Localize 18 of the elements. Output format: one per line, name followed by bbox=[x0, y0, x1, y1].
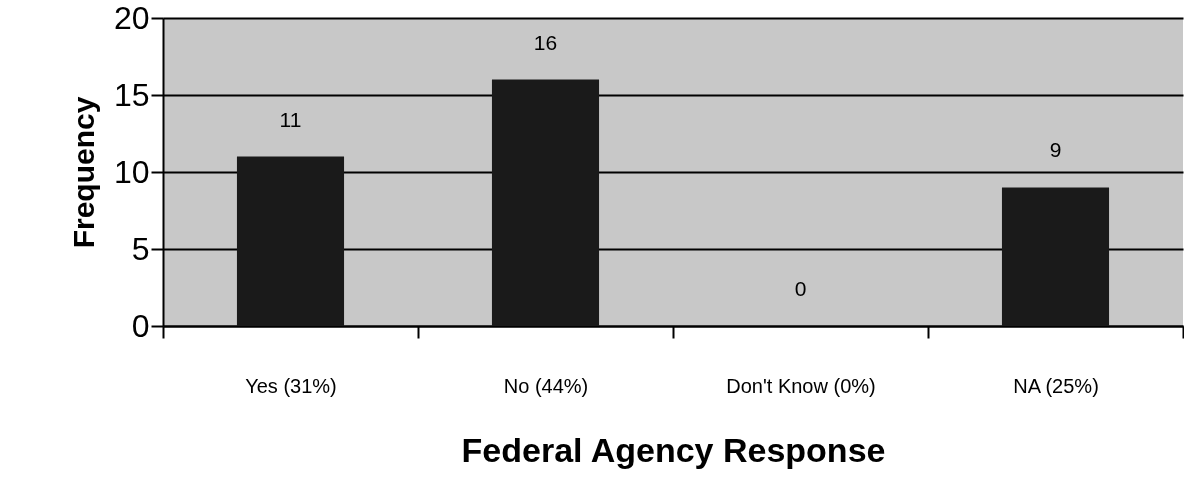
x-tick-label: Yes (31%) bbox=[245, 374, 337, 397]
bar bbox=[236, 156, 345, 326]
data-label: 11 bbox=[279, 107, 302, 131]
y-tick-label: 15 bbox=[113, 76, 150, 113]
y-tick-label: 5 bbox=[131, 230, 150, 267]
y-tick-label: 0 bbox=[131, 307, 150, 344]
x-tick-label: NA (25%) bbox=[1013, 374, 1099, 397]
x-axis-title: Federal Agency Response bbox=[461, 430, 886, 469]
y-tick-label: 20 bbox=[113, 0, 150, 36]
x-tick-label: Don't Know (0%) bbox=[726, 374, 876, 397]
x-tick-label: No (44%) bbox=[503, 374, 589, 397]
y-tick-label: 10 bbox=[113, 153, 150, 190]
y-axis-title: Frequency bbox=[66, 96, 100, 249]
bar bbox=[1001, 187, 1110, 326]
bar bbox=[491, 79, 600, 326]
data-label: 0 bbox=[794, 277, 807, 300]
data-label: 16 bbox=[533, 30, 558, 54]
data-label: 9 bbox=[1049, 138, 1062, 162]
